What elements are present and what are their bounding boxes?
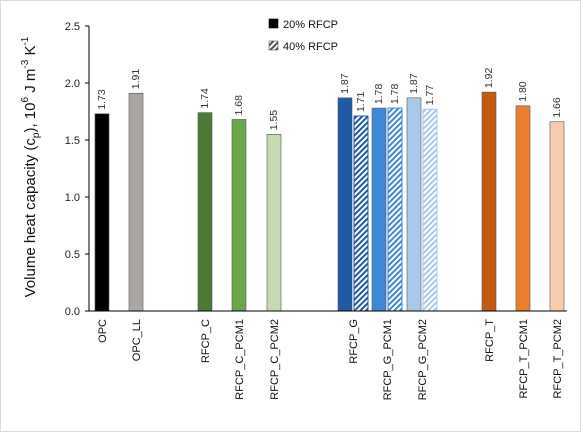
bar-rfcp-g-pcm1-40-rfcp xyxy=(387,107,403,312)
value-label-rfcp-t-pcm1-20-rfcp: 1.80 xyxy=(517,81,529,102)
category-labels-group: OPC OPC_LL RFCP_C RFCP_C_PCM1 RFCP_C_PCM2 RFC… xyxy=(97,319,564,401)
legend-label-40-rfcp: 40% RFCP xyxy=(283,41,338,53)
category-label-rfcp-t-pcm2: RFCP_T_PCM2 xyxy=(552,319,564,398)
bar-rfcp-g-pcm2-40-rfcp xyxy=(422,108,438,312)
bar-rfcp-t-20-rfcp xyxy=(481,91,497,312)
y-tick-label: 0.5 xyxy=(65,249,80,261)
bar-rfcp-g-pcm1-20-rfcp xyxy=(371,107,387,312)
legend-label-20-rfcp: 20% RFCP xyxy=(283,19,338,31)
category-label-opc: OPC xyxy=(97,319,109,343)
value-label-rfcp-c-20-rfcp: 1.74 xyxy=(199,88,211,109)
category-label-rfcp-t-pcm1: RFCP_T_PCM1 xyxy=(518,319,530,398)
bar-rfcp-c-pcm2-20-rfcp xyxy=(266,134,282,312)
legend-swatch-20-rfcp xyxy=(268,18,279,29)
category-label-rfcp-g-pcm1: RFCP_G_PCM1 xyxy=(382,319,394,400)
value-label-opc-20-rfcp: 1.73 xyxy=(96,89,108,110)
y-axis: 0.0 0.5 1.0 1.5 2.0 2.5 xyxy=(65,21,90,318)
category-label-rfcp-c: RFCP_C xyxy=(200,319,212,363)
bar-rfcp-g-pcm2-20-rfcp xyxy=(406,97,422,312)
bar-rfcp-g-20-rfcp xyxy=(337,97,353,312)
value-label-rfcp-c-pcm2-20-rfcp: 1.55 xyxy=(268,110,280,131)
value-label-rfcp-g-pcm1-20-rfcp: 1.78 xyxy=(373,83,385,104)
y-tick-label: 1.5 xyxy=(65,135,80,147)
legend: 20% RFCP 40% RFCP xyxy=(268,18,338,53)
category-label-rfcp-t: RFCP_T xyxy=(484,319,496,362)
bar-rfcp-g-40-rfcp xyxy=(353,115,369,312)
value-label-rfcp-c-pcm1-20-rfcp: 1.68 xyxy=(233,95,245,116)
value-label-rfcp-g-pcm1-40-rfcp: 1.78 xyxy=(389,83,401,104)
y-tick-label: 2.5 xyxy=(65,21,80,33)
value-label-rfcp-t-20-rfcp: 1.92 xyxy=(483,68,495,89)
y-axis-title: Volume heat capacity (cp), 106 J m-3 K-1 xyxy=(20,36,42,297)
value-label-rfcp-g-40-rfcp: 1.71 xyxy=(355,91,367,112)
value-label-rfcp-g-pcm2-40-rfcp: 1.77 xyxy=(424,85,436,106)
bar-opc-ll-20-rfcp xyxy=(128,92,144,312)
category-label-opc-ll: OPC_LL xyxy=(131,319,143,361)
bar-rfcp-t-pcm1-20-rfcp xyxy=(515,105,531,312)
category-label-rfcp-g: RFCP_G xyxy=(348,319,360,364)
bar-rfcp-t-pcm2-20-rfcp xyxy=(549,121,565,312)
category-label-rfcp-g-pcm2: RFCP_G_PCM2 xyxy=(417,319,429,400)
value-label-rfcp-g-pcm2-20-rfcp: 1.87 xyxy=(408,73,420,94)
y-tick-label: 1.0 xyxy=(65,192,80,204)
value-label-rfcp-t-pcm2-20-rfcp: 1.66 xyxy=(551,97,563,118)
value-labels-group: 1.73 1.91 1.74 1.68 1.55 1.87 1.71 1.78 1.78 1.87… xyxy=(96,68,563,131)
bar-opc-20-rfcp xyxy=(94,113,110,312)
bar-rfcp-c-pcm1-20-rfcp xyxy=(231,119,247,312)
y-tick-label: 2.0 xyxy=(65,78,80,90)
y-tick-label: 0.0 xyxy=(65,306,80,318)
bars-group xyxy=(94,91,565,312)
value-label-rfcp-g-20-rfcp: 1.87 xyxy=(339,73,351,94)
category-label-rfcp-c-pcm1: RFCP_C_PCM1 xyxy=(234,319,246,400)
category-label-rfcp-c-pcm2: RFCP_C_PCM2 xyxy=(269,319,281,400)
bar-rfcp-c-20-rfcp xyxy=(197,112,213,312)
legend-swatch-40-rfcp xyxy=(268,40,279,51)
value-label-opc-ll-20-rfcp: 1.91 xyxy=(130,69,142,90)
